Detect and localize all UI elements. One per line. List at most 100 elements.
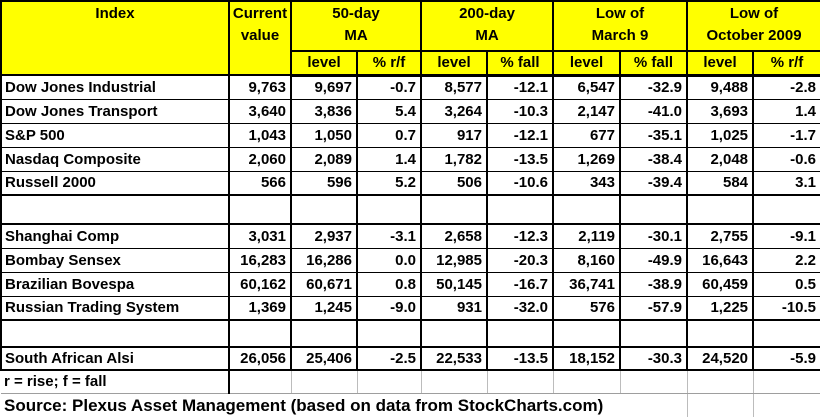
cell-mar9-level: 576 <box>552 295 621 321</box>
cell-ma200-pct: -12.1 <box>486 122 554 148</box>
blank-cell <box>752 319 820 348</box>
cell-ma200-pct: -10.6 <box>486 170 554 196</box>
cell-ma50-level: 2,937 <box>290 223 358 249</box>
cell-mar9-level: 677 <box>552 122 621 148</box>
cell-ma50-level: 3,836 <box>290 98 358 124</box>
subheader-ma200-level: level <box>420 50 488 77</box>
blank-cell <box>356 319 422 348</box>
subheader-low-october-pct: % r/f <box>752 50 820 77</box>
subheader-ma200-pct: % fall <box>486 50 554 77</box>
cell-mar9-level: 2,147 <box>552 98 621 124</box>
cell-oct09-pct: 2.2 <box>752 247 820 273</box>
cell-ma200-level: 917 <box>420 122 488 148</box>
header-index-label: Index <box>95 5 135 22</box>
cell-mar9-level: 2,119 <box>552 223 621 249</box>
header-current-line1: Current <box>232 5 288 22</box>
header-low-march-line1: Low of <box>595 5 645 22</box>
blank-cell <box>619 370 688 394</box>
cell-oct09-pct: -9.1 <box>752 223 820 249</box>
cell-oct09-pct: -2.8 <box>752 74 820 100</box>
header-current-line2: value <box>240 27 280 44</box>
table-body: Dow Jones Industrial 9,763 9,697 -0.7 8,… <box>0 74 820 417</box>
cell-ma50-pct: -3.1 <box>356 223 422 249</box>
blank-cell <box>686 393 754 417</box>
cell-mar9-level: 8,160 <box>552 247 621 273</box>
blank-cell <box>228 370 291 394</box>
cell-ma200-level: 506 <box>420 170 488 196</box>
cell-ma200-pct: -16.7 <box>486 271 554 297</box>
blank-cell <box>552 194 621 225</box>
cell-current: 26,056 <box>228 346 292 371</box>
table-row: Bombay Sensex 16,283 16,286 0.0 12,985 -… <box>0 247 820 273</box>
cell-index: Dow Jones Industrial <box>0 74 230 100</box>
cell-ma50-level: 596 <box>290 170 358 196</box>
blank-cell <box>552 319 621 348</box>
blank-cell <box>686 319 755 348</box>
table-header: Index Current value 50-day MA 200-day MA… <box>0 0 820 77</box>
subheader-low-october-level: level <box>686 50 755 77</box>
cell-ma50-level: 2,089 <box>290 146 358 172</box>
header-low-march-line2: March 9 <box>591 27 649 44</box>
header-ma200-line1: 200-day <box>459 5 515 22</box>
cell-mar9-level: 6,547 <box>552 74 621 100</box>
legend-text: r = rise; f = fall <box>1 370 230 394</box>
header-group-ma50: 50-day MA <box>290 0 422 52</box>
subheader-low-march-pct: % fall <box>618 50 689 77</box>
cell-index: Russian Trading System <box>0 295 230 321</box>
blank-cell <box>420 319 488 348</box>
cell-ma200-level: 3,264 <box>420 98 488 124</box>
separator-row <box>0 194 820 225</box>
cell-index: South African Alsi <box>0 346 230 371</box>
header-current-value: Current value <box>228 0 292 76</box>
cell-mar9-level: 36,741 <box>552 271 621 297</box>
cell-ma50-pct: 0.0 <box>356 247 422 273</box>
cell-ma200-pct: -13.5 <box>486 146 554 172</box>
cell-mar9-pct: -39.4 <box>618 170 689 196</box>
table-row: Russian Trading System 1,369 1,245 -9.0 … <box>0 295 820 321</box>
cell-ma200-level: 50,145 <box>420 271 488 297</box>
cell-oct09-level: 9,488 <box>686 74 755 100</box>
blank-cell <box>356 194 422 225</box>
blank-cell <box>0 319 230 348</box>
cell-ma200-level: 12,985 <box>420 247 488 273</box>
table-row: Shanghai Comp 3,031 2,937 -3.1 2,658 -12… <box>0 223 820 249</box>
cell-ma200-level: 931 <box>420 295 488 321</box>
subheader-low-march-level: level <box>552 50 621 77</box>
blank-cell <box>420 370 487 394</box>
cell-index: Shanghai Comp <box>0 223 230 249</box>
table-row: Brazilian Bovespa 60,162 60,671 0.8 50,1… <box>0 271 820 297</box>
cell-mar9-level: 1,269 <box>552 146 621 172</box>
header-row-groups: Index Current value 50-day MA 200-day MA… <box>0 0 820 76</box>
cell-index: Nasdaq Composite <box>0 146 230 172</box>
blank-cell <box>290 194 358 225</box>
table-row: Dow Jones Transport 3,640 3,836 5.4 3,26… <box>0 98 820 124</box>
cell-oct09-pct: -1.7 <box>752 122 820 148</box>
blank-cell <box>0 194 230 225</box>
cell-oct09-pct: -0.6 <box>752 146 820 172</box>
cell-index: Brazilian Bovespa <box>0 271 230 297</box>
separator-row <box>0 319 820 348</box>
cell-oct09-pct: 0.5 <box>752 271 820 297</box>
cell-ma200-pct: -10.3 <box>486 98 554 124</box>
cell-current: 16,283 <box>228 247 292 273</box>
cell-oct09-level: 2,755 <box>686 223 755 249</box>
cell-current: 566 <box>228 170 292 196</box>
cell-current: 3,031 <box>228 223 292 249</box>
legend-row: r = rise; f = fall <box>1 370 820 394</box>
cell-ma50-level: 1,050 <box>290 122 358 148</box>
cell-ma50-level: 9,697 <box>290 74 358 100</box>
header-row-subcolumns: level % r/f level % fall level % fall le… <box>1 50 820 77</box>
cell-ma200-pct: -32.0 <box>486 295 554 321</box>
cell-ma50-level: 60,671 <box>290 271 358 297</box>
blank-cell <box>290 319 358 348</box>
blank-cell <box>686 370 754 394</box>
cell-ma200-pct: -12.1 <box>486 74 554 100</box>
cell-oct09-level: 1,025 <box>686 122 755 148</box>
cell-ma200-pct: -13.5 <box>486 346 554 371</box>
header-ma50-line1: 50-day <box>332 5 380 22</box>
cell-index: Bombay Sensex <box>0 247 230 273</box>
blank-cell <box>486 194 554 225</box>
cell-current: 2,060 <box>228 146 292 172</box>
